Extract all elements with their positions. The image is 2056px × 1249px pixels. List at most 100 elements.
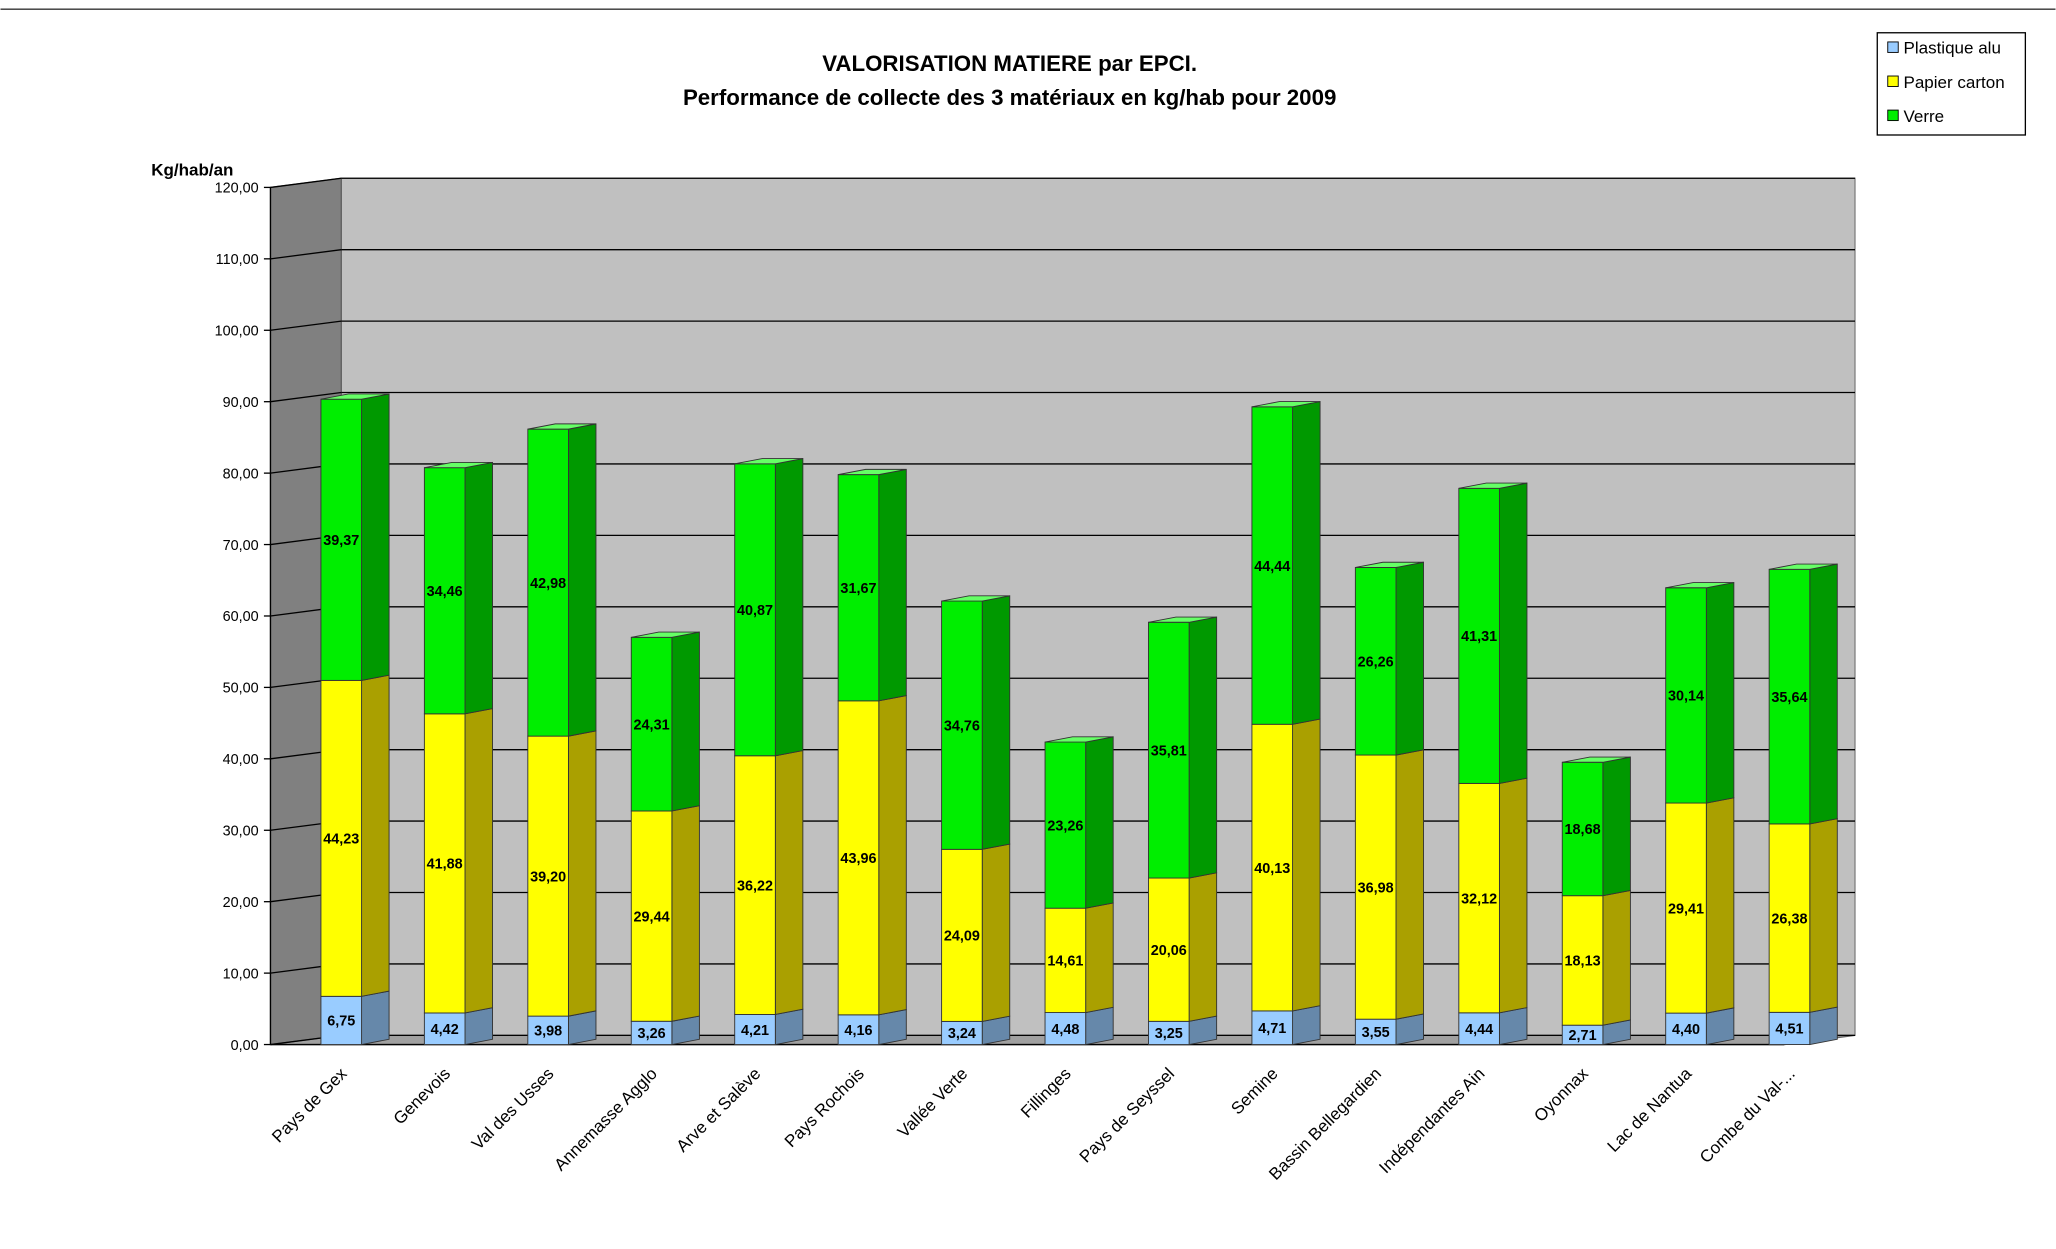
bar-side [361, 674, 390, 997]
bar [1665, 1012, 1707, 1046]
bar [837, 700, 880, 1016]
bar [734, 463, 776, 757]
data-label: 39,20 [530, 869, 566, 885]
legend-box [1876, 32, 2027, 136]
bar-top [631, 631, 700, 638]
x-tick-label: Vallée Verte [894, 1064, 971, 1141]
bar-side [1188, 872, 1218, 1022]
data-label: 36,98 [1358, 880, 1394, 896]
bar-side [1395, 749, 1424, 1020]
data-label: 26,38 [1771, 911, 1807, 927]
bar-side [774, 749, 804, 1016]
data-label: 35,81 [1151, 743, 1187, 759]
bar-side [1292, 1005, 1321, 1046]
bar [1768, 1011, 1811, 1046]
data-label: 18,68 [1565, 822, 1601, 838]
bar [1044, 741, 1087, 909]
x-tick-label: Fillinges [1017, 1064, 1075, 1122]
data-label: 40,13 [1254, 861, 1290, 877]
bar-side [1292, 718, 1321, 1012]
data-label: 24,09 [944, 929, 980, 945]
y-tick-label: 20,00 [223, 895, 259, 911]
chart-subtitle: Performance de collecte des 3 matériaux … [683, 85, 1336, 110]
data-label: 14,61 [1047, 954, 1083, 970]
data-label: 3,25 [1155, 1026, 1183, 1042]
data-label: 44,44 [1254, 559, 1290, 575]
bar-side [1705, 581, 1735, 804]
bar-side [671, 805, 700, 1022]
bar [423, 713, 466, 1014]
data-label: 40,87 [737, 603, 773, 619]
x-tick-label: Pays Rochois [781, 1064, 868, 1151]
x-tick-label: Pays de Gex [268, 1064, 351, 1147]
bar-side [878, 468, 907, 702]
bar [1665, 802, 1707, 1014]
data-label: 29,41 [1668, 901, 1704, 917]
legend-label: Plastique alu [1903, 39, 2000, 58]
bar [320, 995, 363, 1046]
data-label: 4,48 [1051, 1022, 1079, 1038]
bar-side [464, 708, 493, 1014]
bar-side [774, 458, 804, 757]
bar-side [464, 461, 493, 715]
bar-side [774, 1008, 804, 1046]
bar [1354, 567, 1397, 756]
bar-side [567, 423, 597, 737]
bar-side [1085, 736, 1114, 909]
data-label: 6,75 [327, 1014, 355, 1030]
bar-side [1705, 1007, 1735, 1046]
bar-side [1188, 616, 1218, 879]
data-label: 4,16 [844, 1023, 872, 1039]
plot: 0,00 10,00 20,00 30,00 40,00 50,00 60,00 70,00 8… [215, 32, 2027, 1184]
bar-side [878, 1009, 907, 1046]
bar-side [464, 1007, 493, 1046]
bar [837, 474, 880, 702]
data-label: 36,22 [737, 878, 773, 894]
bar [423, 467, 466, 715]
bar-side [1498, 482, 1528, 784]
data-label: 4,42 [431, 1022, 459, 1038]
x-tick-label: Arve et Salève [673, 1064, 765, 1156]
data-label: 34,46 [427, 584, 463, 600]
bar [1354, 1018, 1397, 1046]
data-label: 20,06 [1151, 943, 1187, 959]
bar-top [1355, 561, 1424, 568]
bar-side [981, 843, 1011, 1022]
bar-side [1085, 902, 1114, 1014]
grid-line-side [270, 320, 342, 331]
bar-side [1809, 563, 1838, 825]
data-label: 3,55 [1362, 1025, 1390, 1041]
bar-side [981, 595, 1011, 850]
bar-top [1458, 482, 1528, 489]
bar-side [361, 990, 390, 1046]
data-label: 4,21 [741, 1023, 769, 1039]
x-tick-label: Pays de Seyssel [1076, 1064, 1178, 1166]
bar-side [1809, 1006, 1838, 1046]
y-tick-label: 60,00 [223, 609, 259, 625]
y-tick-label: 80,00 [223, 466, 259, 482]
bar [527, 735, 569, 1017]
y-tick-label: 90,00 [223, 395, 259, 411]
bar [1561, 761, 1604, 897]
legend-label: Papier carton [1903, 73, 2004, 92]
data-label: 4,51 [1775, 1022, 1803, 1038]
bar [1561, 895, 1604, 1026]
grid-line-side [270, 391, 342, 403]
data-label: 31,67 [840, 581, 876, 597]
data-label: 30,14 [1668, 689, 1704, 705]
grid-line-side [270, 249, 342, 260]
bar-side [1498, 777, 1528, 1014]
data-label: 32,12 [1461, 891, 1497, 907]
data-label: 44,23 [323, 832, 359, 848]
bar-top [1044, 736, 1114, 743]
data-label: 43,96 [840, 851, 876, 867]
bar-side [1085, 1006, 1114, 1046]
bar-top [941, 595, 1010, 602]
data-label: 29,44 [634, 909, 670, 925]
bar-top [527, 423, 597, 430]
bar-top [1665, 582, 1734, 589]
grid-line-side [270, 177, 342, 189]
bar [527, 428, 569, 737]
bar-top [1562, 756, 1631, 763]
